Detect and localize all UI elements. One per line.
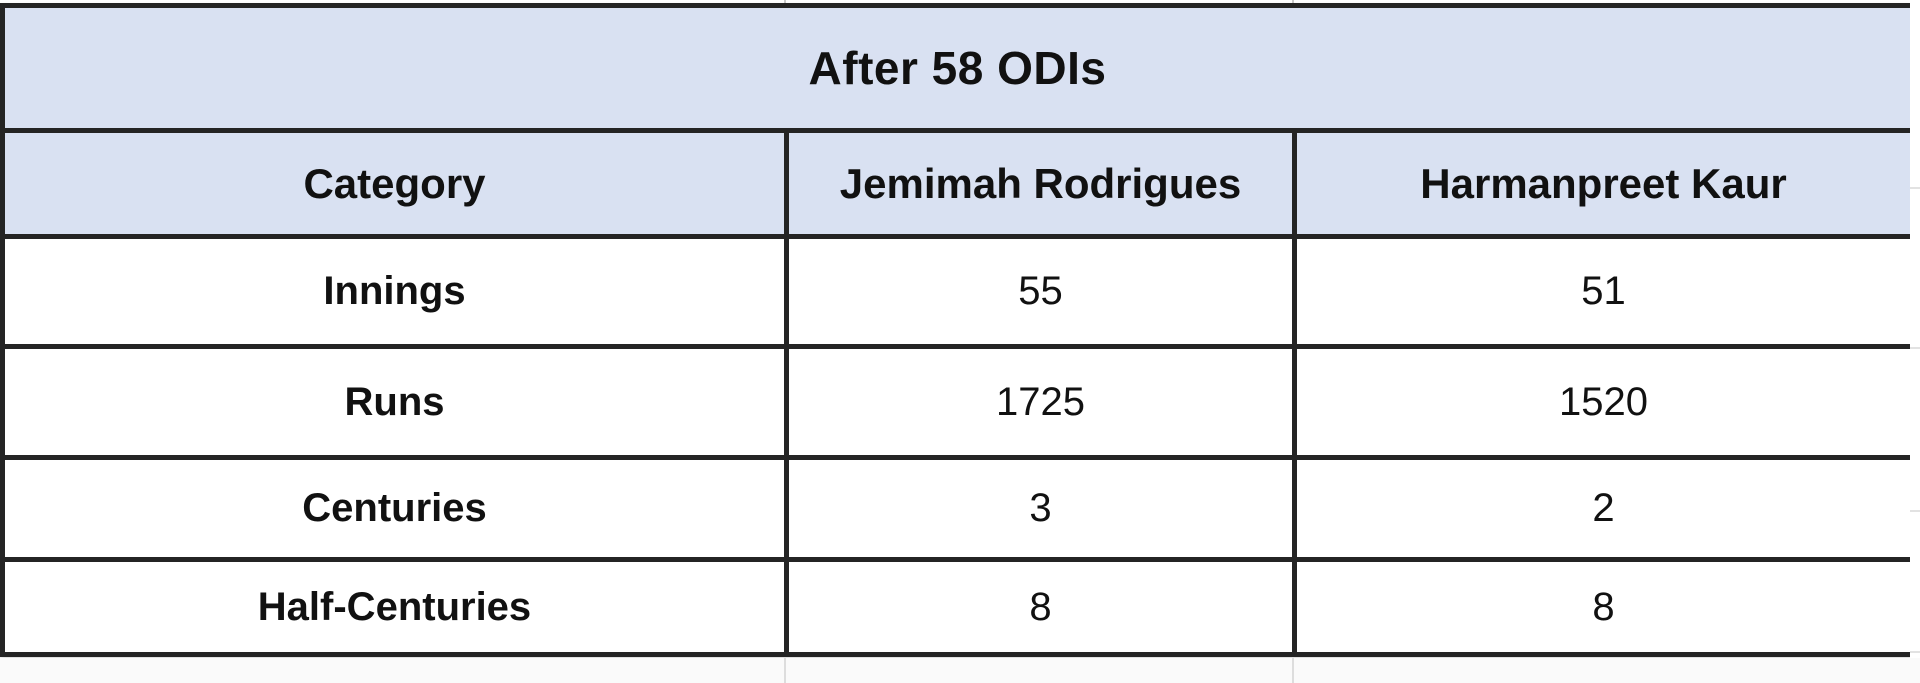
table-header-row: Category Jemimah Rodrigues Harmanpreet K… [0, 128, 1916, 239]
column-header-category: Category [0, 128, 789, 239]
row-label-runs: Runs [0, 344, 789, 460]
cell-half-centuries-jemimah: 8 [784, 557, 1297, 657]
odi-comparison-table: After 58 ODIs Category Jemimah Rodrigues… [0, 3, 1916, 657]
spreadsheet-gridline-strip-bottom [0, 658, 1920, 683]
gridline-vertical [784, 0, 786, 4]
gridline-vertical [1292, 658, 1294, 683]
row-label-centuries: Centuries [0, 455, 789, 562]
cell-runs-harmanpreet: 1520 [1291, 344, 1916, 460]
gridline-vertical [784, 658, 786, 683]
table-row-innings: Innings 55 51 [0, 234, 1916, 349]
cell-centuries-jemimah: 3 [784, 455, 1297, 562]
table-title: After 58 ODIs [0, 3, 1916, 133]
table-row-half-centuries: Half-Centuries 8 8 [0, 557, 1916, 657]
spreadsheet-gridline-strip-top [0, 0, 1920, 4]
gridline-horizontal [1910, 510, 1920, 512]
cell-centuries-harmanpreet: 2 [1291, 455, 1916, 562]
gridline-horizontal [1910, 187, 1920, 189]
column-header-jemimah-rodrigues: Jemimah Rodrigues [784, 128, 1297, 239]
row-label-innings: Innings [0, 234, 789, 349]
gridline-horizontal [1910, 651, 1920, 653]
cell-half-centuries-harmanpreet: 8 [1291, 557, 1916, 657]
column-header-harmanpreet-kaur: Harmanpreet Kaur [1291, 128, 1916, 239]
spreadsheet-gridline-strip-right [1910, 0, 1920, 683]
cell-innings-jemimah: 55 [784, 234, 1297, 349]
table-row-runs: Runs 1725 1520 [0, 344, 1916, 460]
table-row-centuries: Centuries 3 2 [0, 455, 1916, 562]
row-label-half-centuries: Half-Centuries [0, 557, 789, 657]
cell-runs-jemimah: 1725 [784, 344, 1297, 460]
gridline-vertical [1292, 0, 1294, 4]
gridline-horizontal [1910, 347, 1920, 349]
table-title-row: After 58 ODIs [0, 3, 1916, 133]
cell-innings-harmanpreet: 51 [1291, 234, 1916, 349]
